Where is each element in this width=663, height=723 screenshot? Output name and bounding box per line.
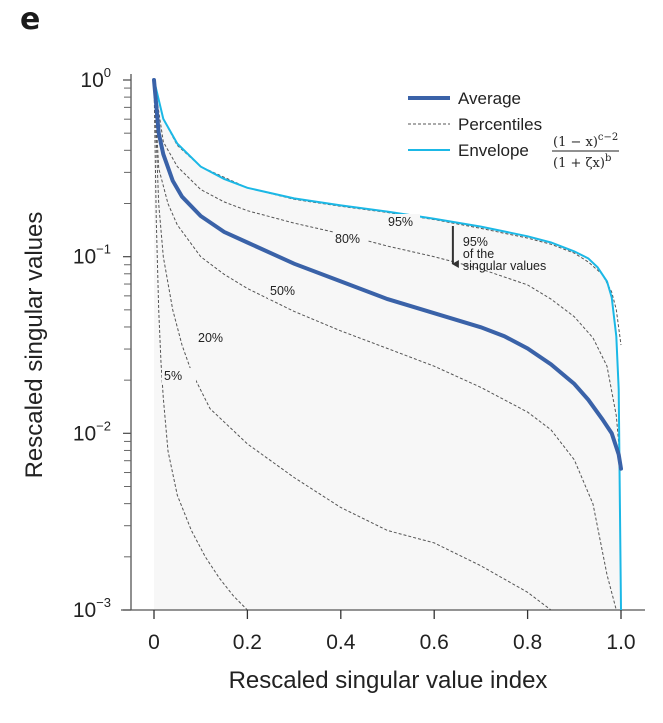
percentile-label-bg	[268, 283, 302, 299]
y-tick-exponent: −3	[96, 595, 111, 610]
shaded-region	[154, 80, 621, 610]
x-tick-label: 1.0	[606, 631, 635, 654]
percentile-line-80pct	[153, 79, 622, 469]
x-tick-label: 0	[148, 631, 160, 654]
percentile-label: 5%	[164, 369, 182, 383]
y-tick-exponent: −2	[96, 418, 111, 433]
y-tick-label: 100	[80, 65, 111, 92]
annotation-text-line: 95%	[463, 235, 488, 249]
x-tick-label: 0.8	[513, 631, 542, 654]
percentile-label: 50%	[270, 284, 295, 298]
y-tick-label: 10−2	[73, 418, 111, 445]
formula-denominator-exp: b	[605, 153, 611, 164]
legend-label-percentiles: Percentiles	[458, 115, 542, 134]
formula-denominator-base: (1 + ζx)	[553, 156, 605, 171]
annotation-text-line: of the	[463, 247, 494, 261]
percentile-label-bg	[333, 231, 367, 247]
series-layer	[152, 78, 623, 611]
y-tick-base: 10	[73, 246, 96, 269]
y-tick-base: 10	[80, 69, 103, 92]
percentile-label-bg	[196, 330, 230, 346]
percentile-label-bg	[386, 214, 420, 230]
percentile-label: 20%	[198, 331, 223, 345]
envelope-line	[153, 79, 622, 611]
x-tick-label: 0.4	[326, 631, 356, 654]
formula-numerator-base: (1 − x)	[553, 135, 598, 150]
percentile-line-5pct	[153, 79, 248, 611]
y-axis-title: Rescaled singular values	[21, 212, 48, 479]
x-tick-label: 0.6	[420, 631, 449, 654]
legend: Average Percentiles Envelope (1 − x)c−2 (1 +…	[408, 89, 619, 171]
percentile-line-50pct	[153, 79, 621, 611]
y-tick-base: 10	[73, 422, 96, 445]
legend-label-average: Average	[458, 89, 521, 108]
panel-letter: e	[20, 2, 41, 37]
x-tick-label: 0.2	[233, 631, 262, 654]
percentile-label-bg	[162, 368, 196, 384]
annotation-text-line: singular values	[463, 259, 546, 273]
y-tick-base: 10	[73, 599, 96, 622]
x-axis-title: Rescaled singular value index	[229, 667, 548, 694]
y-tick-exponent: −1	[96, 242, 111, 257]
y-tick-label: 10−1	[73, 242, 111, 269]
formula-numerator-exp: c−2	[598, 132, 618, 143]
formula-numerator: (1 − x)c−2	[553, 132, 618, 150]
average-line	[152, 78, 623, 471]
percentile-line-20pct	[153, 79, 596, 611]
percentile-label: 95%	[388, 215, 413, 229]
envelope-shaded-area	[154, 80, 621, 610]
percentile-label: 80%	[335, 232, 360, 246]
formula-denominator: (1 + ζx)b	[553, 153, 611, 171]
y-tick-label: 10−3	[73, 595, 111, 622]
y-tick-exponent: 0	[104, 65, 111, 80]
legend-label-envelope: Envelope	[458, 141, 529, 160]
